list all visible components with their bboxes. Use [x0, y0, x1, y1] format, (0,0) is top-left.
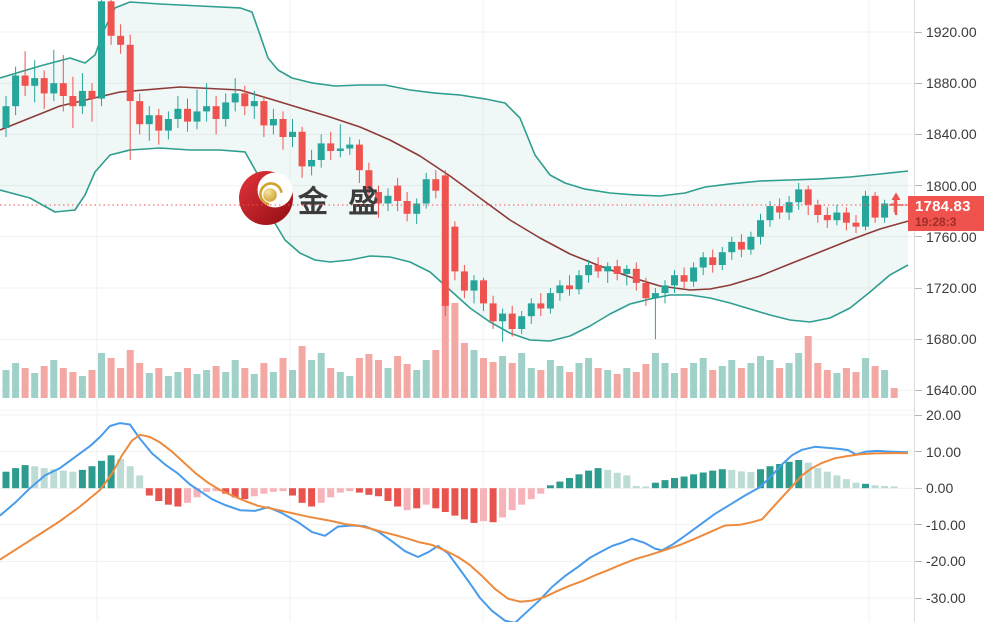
bollinger-bands: [0, 1, 909, 342]
price-axis[interactable]: 1920.00 1880.00 1840.00 1800.00 1760.00 1720.…: [914, 0, 984, 622]
price-axis-label: 1680.00: [926, 331, 977, 348]
logo-text: 金 盛: [297, 185, 384, 219]
candlesticks: [2, 0, 898, 342]
last-price-marker: [889, 192, 914, 215]
macd-panel: [0, 422, 909, 622]
price-axis-label: 0.00: [926, 480, 954, 497]
price-axis-label: 1880.00: [926, 75, 977, 92]
price-axis-label: 1800.00: [926, 177, 977, 194]
last-price-value: 1784.83: [915, 198, 971, 215]
last-price-time: 19:28:3: [915, 215, 957, 229]
logo-gold-swirl-icon: [259, 182, 283, 206]
last-price-badge: 1784.83 19:28:3: [908, 196, 984, 231]
axis-tick: [915, 597, 922, 599]
price-axis-label: -10.00: [926, 516, 966, 533]
price-axis-label: 1720.00: [926, 280, 977, 296]
axis-tick: [915, 31, 922, 33]
axis-tick: [915, 560, 922, 562]
chart-canvas[interactable]: 金 盛: [0, 0, 914, 622]
axis-tick: [915, 338, 922, 340]
axis-tick: [915, 414, 922, 416]
price-axis-label: 1640.00: [926, 382, 977, 399]
price-axis-label: -20.00: [926, 553, 966, 570]
axis-tick: [915, 451, 922, 453]
price-axis-label: 20.00: [926, 407, 962, 423]
axis-tick: [915, 287, 922, 289]
axis-tick: [915, 487, 922, 489]
price-axis-label: -30.00: [926, 590, 966, 606]
price-axis-label: 1760.00: [926, 228, 977, 245]
axis-tick: [915, 524, 922, 526]
axis-tick: [915, 185, 922, 187]
price-axis-label: 10.00: [926, 443, 962, 460]
axis-tick: [915, 236, 922, 238]
axis-tick: [915, 389, 922, 391]
axis-tick: [915, 82, 922, 84]
axis-tick: [915, 133, 922, 135]
logo-watermark: 金 盛: [239, 171, 384, 225]
price-axis-label: 1920.00: [926, 24, 977, 40]
volume-bars: [2, 278, 898, 398]
logo-gold-ball-icon: [263, 188, 277, 202]
price-axis-label: 1840.00: [926, 126, 977, 143]
